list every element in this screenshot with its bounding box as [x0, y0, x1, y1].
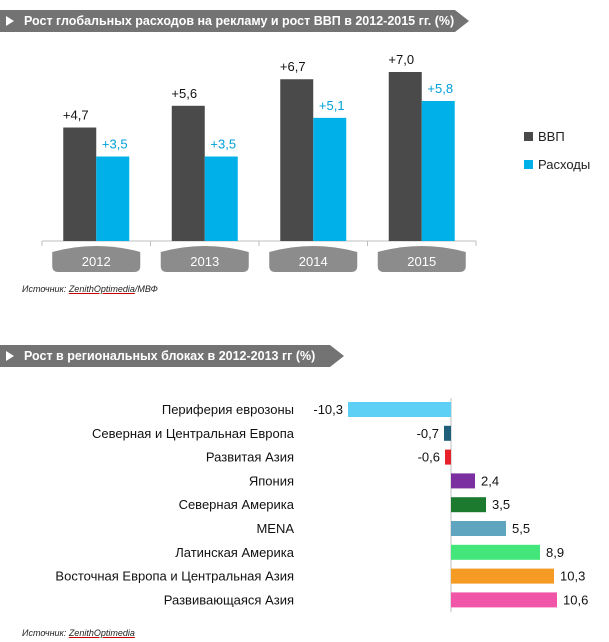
bar-spend-2014: [313, 117, 347, 241]
data-label-spend-2013: +3,5: [210, 137, 236, 152]
region-label-0: Периферия еврозоны: [162, 402, 294, 417]
region-label-7: Восточная Европа и Центральная Азия: [55, 569, 294, 584]
region-bar-0: [348, 402, 451, 417]
category-label-2012: 2012: [82, 254, 111, 269]
category-label-2014: 2014: [299, 254, 328, 269]
data-label-spend-2015: +5,8: [427, 81, 453, 96]
category-pill-2014: [269, 246, 358, 272]
source-prefix: Источник:: [22, 284, 69, 294]
chart-title-bottom: Рост в региональных блоках в 2012-2013 г…: [0, 345, 344, 367]
bar-gdp-2012: [63, 127, 97, 241]
source-name-2: ZenithOptimedia: [68, 628, 135, 638]
category-label-2015: 2015: [407, 254, 436, 269]
region-label-8: Развивающаяся Азия: [164, 592, 294, 607]
region-label-5: MENA: [256, 521, 294, 536]
bar-gdp-2013: [171, 105, 205, 241]
region-bar-1: [444, 425, 451, 441]
region-bar-4: [451, 497, 486, 513]
data-label-spend-2014: +5,1: [319, 98, 345, 113]
category-label-2013: 2013: [190, 254, 219, 269]
source-prefix-2: Источник:: [22, 628, 69, 638]
region-bar-2: [445, 449, 451, 465]
bar-gdp-2015: [388, 72, 422, 241]
region-bar-6: [451, 544, 540, 560]
chart-title-top: Рост глобальных расходов на рекламу и ро…: [0, 10, 469, 32]
region-value-2: -0,6: [418, 450, 440, 465]
region-label-6: Латинская Америка: [175, 545, 295, 560]
top-bar-chart: +4,7 +3,5 2012 +5,6 +3,5 2013 +6,7 +5,1 2014 +7,0…: [41, 52, 590, 272]
region-label-2: Развитая Азия: [206, 450, 294, 465]
region-value-7: 10,3: [560, 569, 585, 584]
legend-swatch-1: [524, 160, 533, 169]
region-label-3: Япония: [249, 473, 294, 488]
region-label-4: Северная Америка: [179, 497, 295, 512]
region-value-6: 8,9: [546, 545, 564, 560]
category-pill-2015: [377, 246, 466, 272]
category-pill-2013: [160, 246, 249, 272]
legend-label-1: Расходы: [538, 157, 590, 172]
data-label-gdp-2014: +6,7: [280, 59, 306, 74]
region-bar-3: [451, 473, 475, 489]
region-value-4: 3,5: [492, 497, 510, 512]
bar-spend-2013: [204, 156, 238, 241]
source-name: ZenithOptimedia: [68, 284, 135, 294]
bar-gdp-2014: [280, 79, 314, 241]
region-bar-5: [451, 521, 506, 536]
source-note-bottom: Источник: ZenithOptimedia: [22, 628, 135, 638]
region-bar-7: [451, 568, 554, 584]
chart-title-bottom-text: Рост в региональных блоках в 2012-2013 г…: [24, 349, 316, 363]
region-bar-8: [451, 592, 557, 608]
region-label-1: Северная и Центральная Европа: [92, 426, 295, 441]
chart-title-top-text: Рост глобальных расходов на рекламу и ро…: [24, 14, 455, 28]
source-note-top: Источник: ZenithOptimedia/МВФ: [22, 284, 158, 294]
source-suffix: /МВФ: [134, 284, 158, 294]
data-label-gdp-2015: +7,0: [388, 52, 414, 67]
legend-label-0: ВВП: [538, 129, 565, 144]
data-label-gdp-2013: +5,6: [171, 86, 197, 101]
region-value-3: 2,4: [481, 473, 499, 488]
data-label-gdp-2012: +4,7: [63, 108, 89, 123]
region-value-8: 10,6: [563, 592, 588, 607]
region-value-5: 5,5: [512, 521, 530, 536]
data-label-spend-2012: +3,5: [102, 137, 128, 152]
region-value-0: -10,3: [313, 402, 343, 417]
legend-swatch-0: [524, 132, 533, 141]
bar-spend-2015: [421, 100, 455, 241]
category-pill-2012: [52, 246, 141, 272]
region-value-1: -0,7: [417, 426, 439, 441]
bar-spend-2012: [96, 156, 130, 241]
